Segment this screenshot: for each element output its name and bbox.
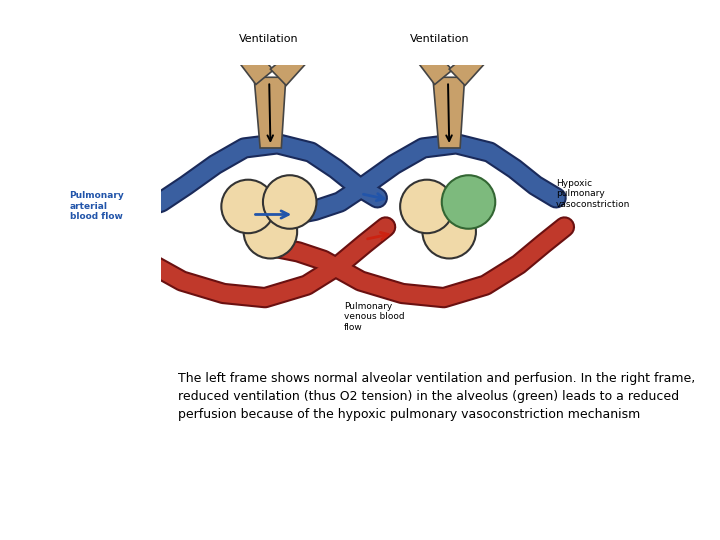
Text: Ventilation: Ventilation xyxy=(410,34,469,44)
Circle shape xyxy=(442,176,495,229)
Circle shape xyxy=(221,180,275,233)
Text: Ventilation: Ventilation xyxy=(239,34,299,44)
Text: Pulmonary
arterial
blood flow: Pulmonary arterial blood flow xyxy=(70,191,125,221)
Polygon shape xyxy=(449,36,499,85)
Circle shape xyxy=(400,180,454,233)
Polygon shape xyxy=(271,36,320,85)
Text: Hypoxic
pulmonary
vasoconstriction: Hypoxic pulmonary vasoconstriction xyxy=(556,179,631,208)
Polygon shape xyxy=(399,25,452,84)
Polygon shape xyxy=(433,77,464,148)
Text: Pulmonary
venous blood
flow: Pulmonary venous blood flow xyxy=(344,302,405,332)
Circle shape xyxy=(243,205,297,259)
Circle shape xyxy=(263,176,317,229)
Text: The left frame shows normal alveolar ventilation and perfusion. In the right fra: The left frame shows normal alveolar ven… xyxy=(178,373,695,422)
Polygon shape xyxy=(254,77,286,148)
Polygon shape xyxy=(220,25,274,84)
Circle shape xyxy=(423,205,476,259)
